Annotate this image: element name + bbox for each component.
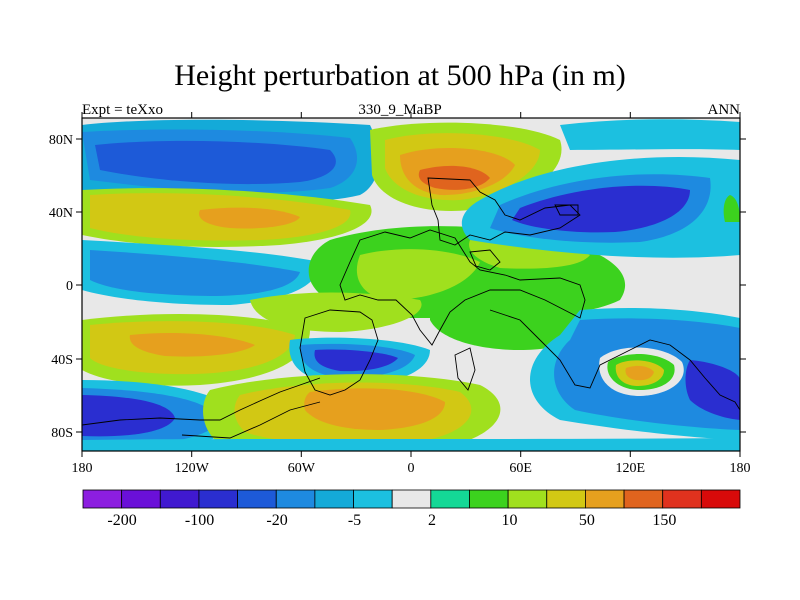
colorbar-swatch xyxy=(430,489,470,509)
colorbar-labels: -200 -100 -20 -5 2 10 50 150 xyxy=(107,512,676,529)
colorbar-swatch xyxy=(391,489,432,509)
colorbar-swatch xyxy=(623,489,664,509)
coastlines xyxy=(82,177,740,439)
contour-darkblue-nw xyxy=(95,140,336,185)
colorbar-label: -20 xyxy=(266,512,287,529)
x-tick-label: 60E xyxy=(509,461,532,476)
y-tick-label: 40S xyxy=(51,353,73,368)
contour-darkorange-ne-ridge xyxy=(418,165,490,190)
colorbar-swatch xyxy=(159,489,200,509)
colorbar-label: -100 xyxy=(185,512,214,529)
x-tick-label: 180 xyxy=(72,461,93,476)
period-label: 330_9_MaBP xyxy=(358,102,442,118)
contour-green-sh-streak xyxy=(250,292,422,332)
colorbar-swatch xyxy=(507,489,548,509)
contour-green-far-east xyxy=(723,195,740,222)
colorbar-swatch xyxy=(585,489,625,509)
x-ticks xyxy=(81,112,741,457)
colorbar-label: 2 xyxy=(428,512,436,529)
colorbar-swatch xyxy=(314,489,354,509)
colorbar-label: 10 xyxy=(502,512,518,529)
colorbar-label: 50 xyxy=(579,512,595,529)
colorbar-label: -5 xyxy=(348,512,361,529)
experiment-label: Expt = teXxo xyxy=(82,102,163,118)
contour-blue-subtrop-w xyxy=(90,250,300,296)
colorbar-swatch xyxy=(469,489,509,509)
colorbar-swatch xyxy=(700,489,741,509)
contour-cyan-south-strip xyxy=(82,438,740,451)
colorbar-swatch xyxy=(198,489,238,509)
colorbar-label: 150 xyxy=(652,512,676,529)
contour-orange-sh-high xyxy=(304,388,445,430)
colorbar-swatch xyxy=(82,489,123,509)
contour-orange-sh-west xyxy=(129,333,255,357)
contour-darkblue-sh-sw xyxy=(82,395,175,437)
contour-cyan-ne-top xyxy=(560,119,740,150)
x-tick-label: 180 xyxy=(730,461,751,476)
x-tick-label: 0 xyxy=(408,461,415,476)
y-tick-label: 0 xyxy=(66,279,73,294)
colorbar-swatch xyxy=(275,489,316,509)
x-tick-labels: 180 120W 60W 0 60E 120E 180 xyxy=(72,461,751,476)
contour-darkblue-ne-trough xyxy=(512,185,690,233)
colorbar-swatch xyxy=(662,489,702,509)
y-tick-label: 80N xyxy=(49,133,73,148)
contour-orange-eddy xyxy=(625,365,654,381)
y-tick-label: 80S xyxy=(51,426,73,441)
colorbar-swatch xyxy=(353,489,393,509)
contour-field xyxy=(82,118,740,451)
colorbar-swatch xyxy=(546,489,586,509)
map-title: Height perturbation at 500 hPa (in m) xyxy=(174,59,626,92)
x-tick-label: 60W xyxy=(288,461,316,476)
x-tick-label: 120W xyxy=(175,461,210,476)
contour-lime-tropics xyxy=(356,249,480,300)
y-tick-labels: 80N 40N 0 40S 80S xyxy=(49,133,73,441)
colorbar-label: -200 xyxy=(107,512,136,529)
colorbar xyxy=(82,489,741,509)
colorbar-swatch xyxy=(121,489,161,509)
contour-orange-nh-ridge xyxy=(199,207,300,229)
contour-darkblue-se xyxy=(685,360,740,420)
x-tick-label: 120E xyxy=(616,461,646,476)
contour-darkblue-sh-central xyxy=(314,349,398,372)
season-label: ANN xyxy=(707,102,741,118)
y-ticks xyxy=(76,138,746,433)
colorbar-swatch xyxy=(237,489,277,509)
y-tick-label: 40N xyxy=(49,206,73,221)
